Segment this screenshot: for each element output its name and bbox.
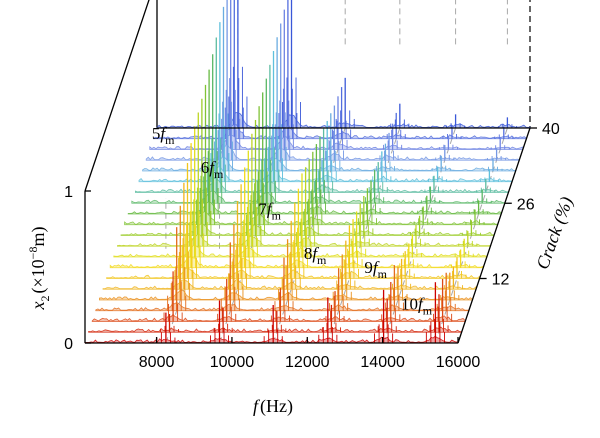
spectrum-fill <box>142 156 516 171</box>
spectrum-10 <box>102 182 477 290</box>
spectrum-fill <box>85 336 458 343</box>
spectrum-8 <box>99 205 473 301</box>
z-axis-label: x2(×10−8m) <box>26 227 52 311</box>
spectrum-22 <box>124 84 498 226</box>
spectrum-18 <box>117 112 491 247</box>
spectrum-26 <box>131 54 506 204</box>
z-tick-label: 0 <box>64 336 73 353</box>
spectrum-14 <box>109 143 484 269</box>
spectrum-34 <box>145 0 520 161</box>
spectrum-fill <box>124 211 498 225</box>
spectrum-fill <box>99 290 473 300</box>
x-axis-label: f (Hz) <box>253 396 293 417</box>
spectrum-fill <box>113 244 487 257</box>
harmonic-label: 8fm <box>304 244 327 267</box>
spectrum-fill <box>103 279 476 290</box>
spectrum-fill <box>95 302 469 311</box>
spectrum-0 <box>84 282 459 344</box>
spectrum-12 <box>106 162 480 279</box>
crack-tick-label: 26 <box>517 196 535 213</box>
spectra-series <box>84 0 531 344</box>
spectrum-32 <box>142 6 516 172</box>
x-tick-label: 8000 <box>139 354 175 371</box>
spectrum-fill <box>128 201 502 214</box>
spectrum-fill <box>106 268 480 279</box>
x-tick-label: 10000 <box>210 354 255 371</box>
crack-tick-label: 12 <box>492 272 510 289</box>
spectrum-16 <box>113 126 488 258</box>
left-top-edge <box>84 0 150 192</box>
spectrum-24 <box>127 69 502 215</box>
harmonic-label: 9fm <box>364 258 387 281</box>
harmonic-annotations: 5fm 6fm 7fm 8fm 9fm 10fm <box>152 124 433 317</box>
crack-axis-label: Crack (%) <box>532 194 578 272</box>
spectrum-fill <box>92 314 466 322</box>
x-tick-label: 14000 <box>360 354 405 371</box>
spectrum-fill <box>157 112 530 128</box>
spectrum-28 <box>135 37 509 193</box>
x-tick-label: 16000 <box>436 354 481 371</box>
spectrum-fill <box>121 223 494 236</box>
z-tick-label: 1 <box>64 184 73 201</box>
x-tick-label: 12000 <box>285 354 330 371</box>
spectrum-4 <box>91 271 466 322</box>
harmonic-label: 7fm <box>258 200 281 223</box>
tick-labels: 8000 10000 12000 14000 16000 12 26 40 0 1 <box>64 121 560 371</box>
spectrum-20 <box>120 98 495 236</box>
spectrum-6 <box>95 227 470 312</box>
spectrum-fill <box>146 143 520 161</box>
axes-box <box>84 0 531 192</box>
crack-axis-line <box>457 127 531 344</box>
harmonic-label: 10fm <box>401 294 433 317</box>
crack-tick-label: 40 <box>542 121 560 138</box>
harmonic-label: 6fm <box>201 158 224 181</box>
spectrum-fill <box>135 178 509 193</box>
spectrum-40 <box>156 0 531 129</box>
spectrum-2 <box>88 294 462 333</box>
spectrum-fill <box>110 257 484 268</box>
spectrum-fill <box>117 233 491 247</box>
front-axes <box>84 127 531 344</box>
harmonic-label: 5fm <box>152 124 175 147</box>
